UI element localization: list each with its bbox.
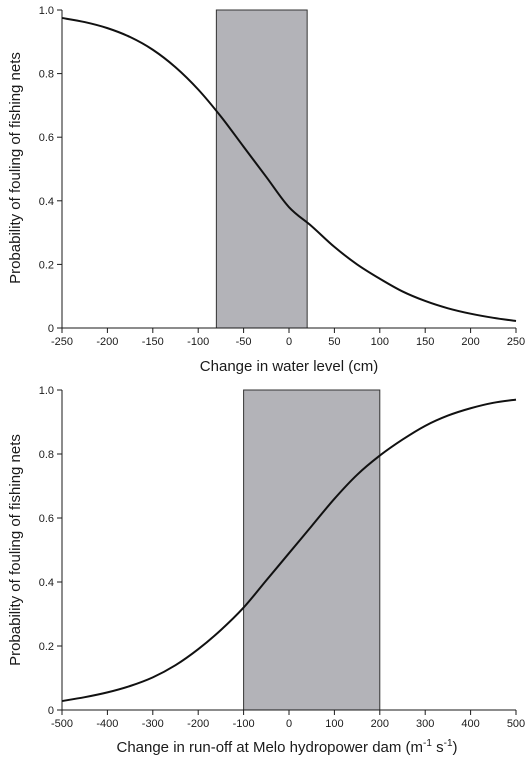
x-tick-label: 500 xyxy=(507,718,525,730)
x-tick-label: -500 xyxy=(51,718,73,730)
x-tick-label: -300 xyxy=(142,718,164,730)
y-tick-label: 0 xyxy=(48,705,54,717)
x-tick-label: 100 xyxy=(371,336,389,348)
chart-run-off: -500 -400 -300 -200 -100 0 100 200 300 400 500 0 0.2… xyxy=(7,385,525,756)
y-tick-label: 1.0 xyxy=(39,385,54,397)
x-tick-label: 250 xyxy=(507,336,525,348)
x-axis-title-main: Change in run-off at Melo hydropower dam… xyxy=(116,739,423,756)
x-tick-label: -50 xyxy=(236,336,252,348)
shaded-band xyxy=(243,389,381,711)
y-tick-label: 0.4 xyxy=(39,577,54,589)
x-tick-label: 150 xyxy=(416,336,434,348)
y-axis-title: Probability of fouling of fishing nets xyxy=(7,52,24,284)
x-axis-title-mid: s xyxy=(432,739,444,756)
x-axis-title-sup1: -1 xyxy=(423,738,432,749)
x-tick-label: 50 xyxy=(328,336,340,348)
series-line xyxy=(61,16,517,322)
shaded-band xyxy=(215,9,308,329)
series-line xyxy=(61,398,517,703)
x-tick-label: 300 xyxy=(416,718,434,730)
x-tick-label: -200 xyxy=(187,718,209,730)
x-axis-title: Change in run-off at Melo hydropower dam… xyxy=(116,738,457,756)
chart-water-level: -250 -200 -150 -100 -50 0 50 100 150 200 250 0 0.2 0.… xyxy=(7,5,525,375)
y-tick-label: 0 xyxy=(48,323,54,335)
x-tick-label: 0 xyxy=(286,718,292,730)
x-tick-label: 100 xyxy=(325,718,343,730)
y-tick-label: 1.0 xyxy=(39,5,54,17)
x-tick-label: -250 xyxy=(51,336,73,348)
x-tick-label: -200 xyxy=(96,336,118,348)
x-tick-label: 400 xyxy=(461,718,479,730)
x-axis-title-sup2: -1 xyxy=(444,738,453,749)
y-tick-label: 0.6 xyxy=(39,132,54,144)
x-tick-label: -150 xyxy=(142,336,164,348)
x-tick-label: 200 xyxy=(461,336,479,348)
y-tick-label: 0.6 xyxy=(39,513,54,525)
y-tick-label: 0.4 xyxy=(39,196,54,208)
y-tick-label: 0.8 xyxy=(39,69,54,81)
y-axis-title: Probability of fouling of fishing nets xyxy=(7,434,24,666)
axes: -250 -200 -150 -100 -50 0 50 100 150 200 250 0 0.2 0.… xyxy=(39,5,525,348)
x-tick-label: -100 xyxy=(233,718,255,730)
y-tick-label: 0.2 xyxy=(39,259,54,271)
axes: -500 -400 -300 -200 -100 0 100 200 300 400 500 0 0.2… xyxy=(39,385,525,730)
y-tick-label: 0.2 xyxy=(39,641,54,653)
y-tick-label: 0.8 xyxy=(39,449,54,461)
x-tick-label: -100 xyxy=(187,336,209,348)
x-tick-label: -400 xyxy=(96,718,118,730)
x-tick-label: 0 xyxy=(286,336,292,348)
x-tick-label: 200 xyxy=(371,718,389,730)
x-axis-title: Change in water level (cm) xyxy=(200,358,378,375)
x-axis-title-end: ) xyxy=(453,739,458,756)
